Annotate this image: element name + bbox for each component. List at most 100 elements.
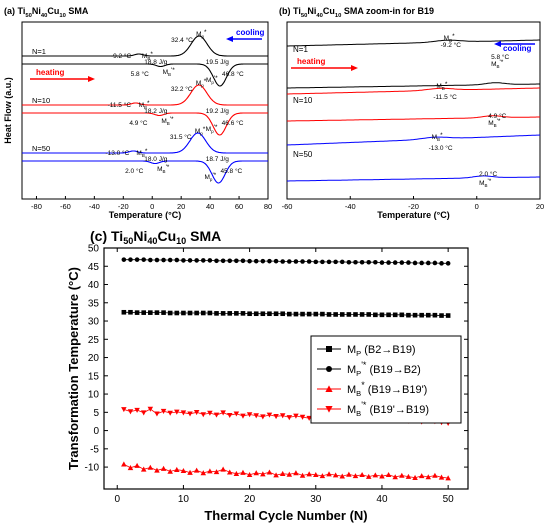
data-point-triangle-up [253, 470, 259, 476]
x-tick-label: -20 [408, 202, 419, 211]
data-point-circle [234, 258, 239, 264]
data-point-square [174, 310, 180, 316]
data-point-triangle-up [438, 474, 445, 480]
data-point-triangle-up [306, 471, 312, 477]
onset-temp-label: -9.2 °C [441, 41, 462, 49]
data-point-square [287, 311, 292, 317]
onset-marker-label: MB* [436, 81, 447, 91]
data-point-triangle-up [379, 473, 385, 479]
data-point-triangle-up [445, 475, 451, 481]
data-point-square [121, 309, 127, 315]
data-point-circle [346, 259, 352, 265]
cooling-arrowhead [226, 36, 233, 42]
data-point-square [392, 312, 398, 318]
enthalpy-cooling: 18.8 J/g [144, 59, 168, 66]
data-point-square [425, 312, 431, 318]
series-line [123, 311, 449, 316]
chart-panel-b: -60 -40 -20 0 20 Temperature (°C) (b) Ti50Ni40… [279, 6, 544, 220]
data-point-circle [141, 257, 147, 262]
data-point-triangle-down [266, 412, 273, 418]
data-point-square [214, 311, 219, 316]
x-tick-label: -80 [31, 202, 42, 211]
data-point-triangle-up [207, 468, 213, 474]
data-point-square [399, 312, 405, 318]
data-point-square [260, 311, 266, 317]
data-point-triangle-up [432, 472, 438, 478]
data-point-square [379, 312, 385, 318]
data-point-circle [412, 260, 418, 266]
data-point-square [234, 311, 239, 316]
heating-peak-marker: Mp'* [206, 75, 218, 85]
peak-temp-label: 32.4 °C [171, 36, 193, 44]
data-point-square [154, 310, 160, 315]
data-point-triangle-down [293, 413, 299, 419]
data-point-triangle-down [233, 411, 240, 417]
data-point-circle [148, 257, 153, 263]
series-label: N=10 [293, 96, 313, 105]
data-point-square [386, 312, 391, 318]
zoom-heating-curve [287, 175, 540, 182]
data-point-circle [227, 258, 233, 264]
y-tick-label: 50 [88, 244, 100, 255]
data-point-triangle-up [359, 471, 365, 478]
data-point-circle [326, 259, 332, 265]
heating-peak-marker: Mp'* [205, 172, 217, 182]
heating-onset-label: 2.0 °C [479, 170, 497, 178]
x-tick-label: 40 [376, 494, 388, 505]
data-point-triangle-up [167, 468, 173, 474]
y-tick-label: 10 [88, 390, 100, 401]
data-point-square [148, 310, 153, 315]
peak-marker-label: Mp* [195, 126, 206, 136]
data-point-square [240, 311, 246, 316]
heating-onset-label: 2.0 °C [125, 167, 143, 175]
data-point-square [353, 312, 358, 317]
data-point-triangle-down [121, 407, 127, 413]
data-point-square [346, 312, 352, 317]
data-point-circle [200, 258, 206, 263]
data-point-triangle-down [246, 412, 253, 418]
data-point-triangle-down [207, 410, 213, 416]
x-axis-label: Temperature (°C) [377, 210, 449, 220]
zoom-heating-curve [287, 115, 540, 122]
dsc-cooling-curve [22, 35, 268, 57]
peak-marker-label: Mp* [196, 29, 207, 39]
heating-onset-label: 4.9 °C [129, 119, 147, 127]
onset-marker-label: MB* [142, 51, 153, 61]
data-point-circle [134, 257, 140, 262]
y-tick-label: 35 [88, 298, 100, 309]
data-point-square [366, 312, 372, 317]
onset-temp-label: -11.5 °C [433, 93, 457, 101]
onset-marker-label: MB* [444, 33, 455, 43]
heating-peak-label: 46.6 °C [222, 119, 244, 127]
data-point-triangle-down [180, 410, 187, 416]
x-tick-label: -40 [89, 202, 100, 211]
data-point-triangle-up [246, 471, 253, 478]
data-point-triangle-up [193, 467, 200, 473]
x-tick-label: 10 [178, 494, 190, 505]
data-point-circle [339, 259, 345, 265]
dsc-cooling-curve [22, 132, 268, 154]
data-point-triangle-up [418, 473, 425, 479]
data-point-triangle-up [273, 472, 279, 478]
y-tick-label: 40 [88, 280, 100, 291]
data-point-triangle-up [154, 467, 160, 473]
y-axis-label: Transformation Temperature (°C) [66, 267, 81, 470]
y-tick-label: 15 [88, 371, 100, 382]
y-tick-label: 25 [88, 335, 100, 346]
data-point-triangle-up [226, 469, 233, 475]
heating-peak-label: 46.8 °C [222, 70, 244, 78]
x-tick-label: 20 [244, 494, 256, 505]
data-point-circle [313, 259, 319, 265]
data-point-triangle-up [266, 469, 273, 475]
dsc-heating-curve [22, 63, 268, 87]
data-point-circle [306, 259, 312, 264]
data-point-square [300, 311, 305, 317]
panel-title: (b) Ti50Ni40Cu10 SMA zoom-in for B19 [279, 6, 434, 19]
heating-onset-label: 5.8 °C [491, 53, 509, 61]
data-point-triangle-down [240, 413, 246, 419]
series-label: N=50 [293, 150, 313, 159]
data-point-square [167, 310, 173, 316]
data-point-circle [406, 260, 411, 265]
x-axis-label: Thermal Cycle Number (N) [204, 508, 367, 523]
data-point-square [359, 312, 365, 317]
